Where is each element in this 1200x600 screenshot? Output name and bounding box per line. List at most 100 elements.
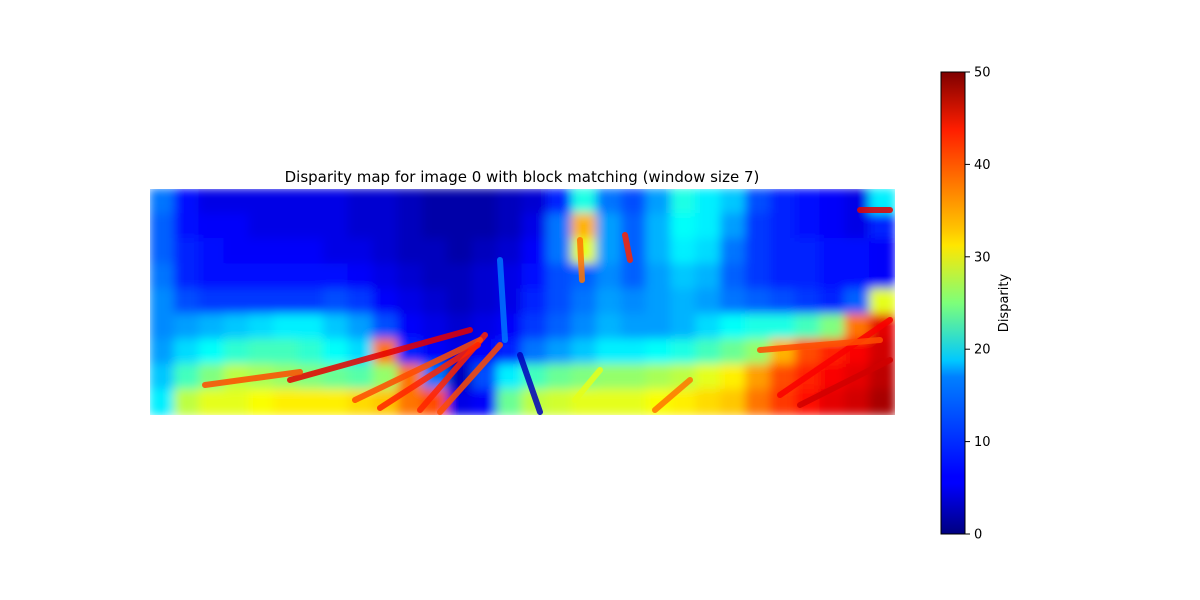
disparity-cell xyxy=(720,313,747,341)
disparity-cell xyxy=(745,388,772,415)
disparity-cell xyxy=(571,288,598,316)
disparity-cell xyxy=(745,189,772,216)
disparity-cell xyxy=(422,263,449,291)
disparity-cell xyxy=(150,263,176,291)
disparity-cell xyxy=(745,263,772,291)
disparity-cell xyxy=(596,388,623,415)
disparity-cell xyxy=(223,288,251,316)
disparity-cell xyxy=(496,388,524,415)
disparity-cell xyxy=(198,338,226,366)
disparity-cell xyxy=(546,189,574,216)
disparity-cell xyxy=(720,338,747,366)
disparity-cell xyxy=(844,288,872,316)
disparity-cell xyxy=(397,288,425,316)
disparity-cell xyxy=(248,388,276,415)
disparity-cell xyxy=(447,238,474,266)
disparity-streak xyxy=(572,367,603,403)
disparity-cell xyxy=(372,238,400,266)
disparity-streak xyxy=(577,237,585,283)
disparity-cell xyxy=(695,313,723,341)
disparity-cell xyxy=(422,189,449,216)
disparity-cell xyxy=(670,238,698,266)
disparity-cell xyxy=(596,288,623,316)
disparity-cell xyxy=(248,189,276,216)
disparity-cell xyxy=(198,288,226,316)
disparity-cell xyxy=(670,213,698,241)
disparity-cell xyxy=(347,263,375,291)
disparity-cell xyxy=(695,213,723,241)
disparity-cell xyxy=(620,189,648,216)
disparity-cell xyxy=(695,189,723,216)
disparity-cell xyxy=(422,238,449,266)
disparity-cell xyxy=(273,263,300,291)
disparity-cell xyxy=(521,288,549,316)
disparity-cell xyxy=(298,313,325,341)
disparity-cell xyxy=(273,213,300,241)
colorbar: 0 10 20 30 40 50 Disparity xyxy=(940,66,1012,543)
disparity-cell xyxy=(298,238,325,266)
disparity-cell xyxy=(198,213,226,241)
disparity-cell xyxy=(695,238,723,266)
disparity-cell xyxy=(298,288,325,316)
disparity-cell xyxy=(347,313,375,341)
disparity-cell xyxy=(422,288,449,316)
disparity-cell xyxy=(173,363,201,391)
disparity-cell xyxy=(819,263,847,291)
disparity-cell xyxy=(869,388,895,415)
disparity-cell xyxy=(198,189,226,216)
disparity-cell xyxy=(322,288,350,316)
disparity-cell xyxy=(397,263,425,291)
disparity-cell xyxy=(869,213,895,241)
disparity-cell xyxy=(471,388,499,415)
disparity-cell xyxy=(695,263,723,291)
disparity-cell xyxy=(248,288,276,316)
disparity-cell xyxy=(645,313,673,341)
disparity-cell xyxy=(645,213,673,241)
disparity-cell xyxy=(347,213,375,241)
disparity-cell xyxy=(844,238,872,266)
disparity-cell xyxy=(794,213,822,241)
disparity-cell xyxy=(322,238,350,266)
disparity-cell xyxy=(447,263,474,291)
disparity-cell xyxy=(645,189,673,216)
disparity-cell xyxy=(620,363,648,391)
disparity-cell xyxy=(248,238,276,266)
disparity-cell xyxy=(150,388,176,415)
disparity-cell xyxy=(695,388,723,415)
disparity-cell xyxy=(571,313,598,341)
disparity-cell xyxy=(471,213,499,241)
disparity-cell xyxy=(645,263,673,291)
disparity-cell xyxy=(695,288,723,316)
disparity-streak xyxy=(437,342,503,415)
colorbar-gradient xyxy=(940,71,966,535)
disparity-cell xyxy=(471,238,499,266)
disparity-cell xyxy=(173,238,201,266)
disparity-cell xyxy=(819,288,847,316)
disparity-cell xyxy=(720,363,747,391)
disparity-cell xyxy=(645,288,673,316)
disparity-streak xyxy=(517,352,543,415)
disparity-cell xyxy=(794,313,822,341)
disparity-cell xyxy=(596,313,623,341)
disparity-streak xyxy=(622,232,633,263)
disparity-cell xyxy=(571,189,598,216)
disparity-cell xyxy=(173,388,201,415)
disparity-cell xyxy=(372,213,400,241)
disparity-cell xyxy=(273,238,300,266)
disparity-cell xyxy=(397,238,425,266)
disparity-cell xyxy=(546,363,574,391)
colorbar-tick-label: 20 xyxy=(974,343,991,358)
disparity-cell xyxy=(173,263,201,291)
disparity-cell xyxy=(372,189,400,216)
disparity-cell xyxy=(298,338,325,366)
disparity-cell xyxy=(397,189,425,216)
disparity-cell xyxy=(447,288,474,316)
disparity-cell xyxy=(223,263,251,291)
disparity-cell xyxy=(670,288,698,316)
disparity-cell xyxy=(720,263,747,291)
disparity-cell xyxy=(248,263,276,291)
disparity-cell xyxy=(173,313,201,341)
disparity-cell xyxy=(223,213,251,241)
disparity-cell xyxy=(546,238,574,266)
disparity-cell xyxy=(769,263,797,291)
